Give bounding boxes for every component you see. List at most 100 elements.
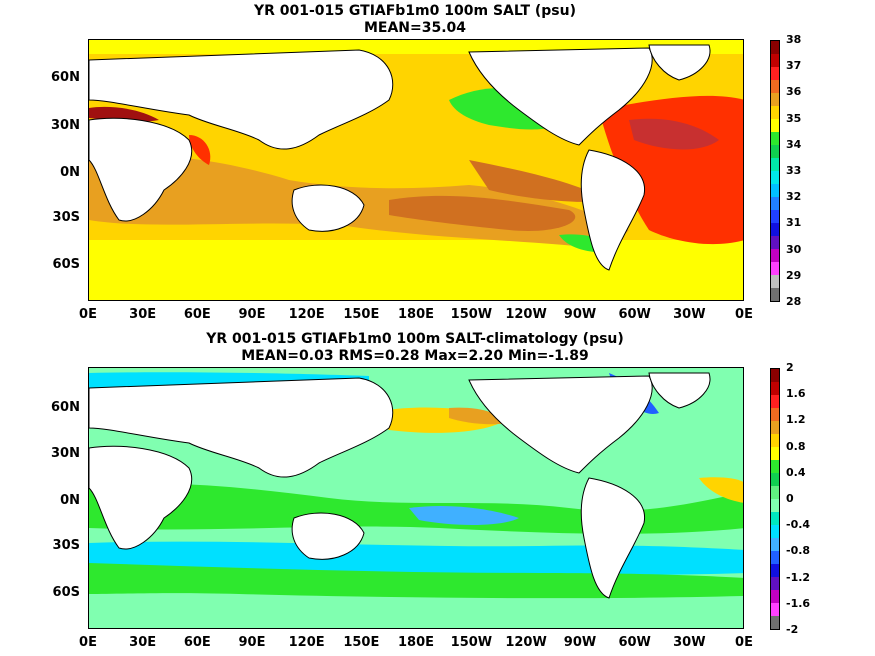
colorbar-segment — [771, 382, 779, 395]
colorbar-label: -1.2 — [786, 570, 811, 584]
x-axis-label: 180E — [397, 307, 435, 322]
y-axis-label: 30N — [51, 118, 80, 133]
bottom-southern-cyan — [89, 541, 743, 576]
bottom-land-namerica — [468, 375, 653, 474]
colorbar-label: 29 — [786, 268, 802, 282]
colorbar-segment — [771, 486, 779, 499]
colorbar-segment — [771, 249, 779, 262]
colorbar-label: 36 — [786, 85, 802, 99]
x-axis-label: 30W — [673, 307, 706, 322]
colorbar-segment — [771, 158, 779, 171]
colorbar-label: 1.2 — [786, 413, 806, 427]
top-land-namerica — [468, 47, 653, 146]
bottom-land-greenland — [648, 372, 711, 409]
colorbar-label: 33 — [786, 164, 802, 177]
x-axis-label: 120W — [505, 635, 547, 650]
colorbar-label: -1.6 — [786, 596, 811, 610]
x-axis-label: 180E — [397, 635, 435, 650]
colorbar-segment — [771, 473, 779, 486]
x-axis-label: 30E — [129, 635, 157, 650]
colorbar-segment — [771, 577, 779, 590]
colorbar-label: 0.4 — [786, 465, 806, 479]
y-axis-label: 30S — [52, 210, 80, 225]
bottom-atl-yellow — [699, 477, 743, 503]
colorbar-label: 34 — [786, 137, 802, 151]
top-pacific-darkorange — [389, 195, 576, 231]
bottom-eq-blue — [409, 506, 519, 525]
colorbar-segment — [771, 434, 779, 447]
colorbar-segment — [771, 119, 779, 132]
x-axis-label: 30E — [129, 307, 157, 322]
colorbar-segment — [771, 262, 779, 275]
top-title: YR 001-015 GTIAFb1m0 100m SALT (psu) — [253, 3, 577, 19]
colorbar-label: 0 — [786, 492, 794, 505]
colorbar-segment — [771, 564, 779, 577]
colorbar-segment — [771, 106, 779, 119]
bottom-map-panel — [88, 367, 744, 629]
bottom-title: YR 001-015 GTIAFb1m0 100m SALT-climatolo… — [206, 331, 624, 347]
colorbar-label: 32 — [786, 190, 802, 204]
bottom-npac-orange — [449, 407, 509, 425]
colorbar-segment — [771, 275, 779, 288]
colorbar-label: 30 — [786, 242, 802, 256]
y-axis-label: 60N — [51, 400, 80, 415]
colorbar-segment — [771, 590, 779, 603]
top-land-eurasia — [89, 49, 394, 150]
colorbar-segment — [771, 171, 779, 184]
bottom-colorbar — [770, 368, 780, 630]
y-axis-label: 60S — [52, 257, 80, 272]
top-colorbar — [770, 40, 780, 302]
colorbar-segment — [771, 421, 779, 434]
x-axis-label: 60E — [183, 635, 211, 650]
x-axis-label: 120E — [288, 307, 325, 322]
x-axis-label: 60W — [618, 307, 651, 322]
y-axis-label: 0N — [60, 165, 80, 180]
colorbar-segment — [771, 132, 779, 145]
colorbar-segment — [771, 80, 779, 93]
colorbar-segment — [771, 223, 779, 236]
top-land-australia — [291, 184, 365, 232]
colorbar-segment — [771, 616, 779, 629]
colorbar-segment — [771, 210, 779, 223]
bottom-map — [89, 368, 743, 628]
colorbar-label: 0.8 — [786, 439, 806, 453]
colorbar-segment — [771, 551, 779, 564]
colorbar-segment — [771, 67, 779, 80]
bottom-land — [89, 372, 711, 599]
colorbar-segment — [771, 184, 779, 197]
x-axis-label: 150E — [343, 307, 380, 322]
x-axis-label: 90W — [563, 635, 597, 650]
colorbar-label: 28 — [786, 295, 802, 308]
colorbar-segment — [771, 54, 779, 67]
colorbar-segment — [771, 395, 779, 408]
colorbar-label: 31 — [786, 216, 802, 230]
colorbar-segment — [771, 538, 779, 551]
x-axis-label: 90E — [238, 635, 266, 650]
colorbar-segment — [771, 236, 779, 249]
colorbar-label: 37 — [786, 59, 802, 73]
bottom-land-samerica — [580, 477, 645, 599]
bottom-subtitle: MEAN=0.03 RMS=0.28 Max=2.20 Min=-1.89 — [241, 348, 589, 364]
colorbar-label: 38 — [786, 33, 802, 46]
x-axis-label: 90W — [563, 307, 597, 322]
colorbar-label: 2 — [786, 361, 794, 374]
x-axis-label: 30W — [673, 635, 706, 650]
bottom-land-eurasia — [89, 377, 394, 478]
top-land-samerica — [580, 149, 645, 271]
bottom-land-africa — [89, 445, 193, 550]
x-axis-label: 60E — [183, 307, 211, 322]
top-land-africa — [89, 117, 193, 222]
top-eq-pacific — [469, 160, 609, 202]
colorbar-segment — [771, 145, 779, 158]
y-axis-label: 60N — [51, 70, 80, 85]
colorbar-segment — [771, 460, 779, 473]
colorbar-segment — [771, 41, 779, 54]
colorbar-label: -0.4 — [786, 518, 811, 532]
x-axis-label: 90E — [238, 307, 266, 322]
top-atlantic-darkred — [629, 118, 719, 150]
colorbar-segment — [771, 525, 779, 538]
y-axis-label: 30N — [51, 446, 80, 461]
x-axis-label: 0E — [79, 635, 97, 650]
bottom-land-australia — [291, 512, 365, 560]
bottom-southern-green — [89, 563, 743, 599]
